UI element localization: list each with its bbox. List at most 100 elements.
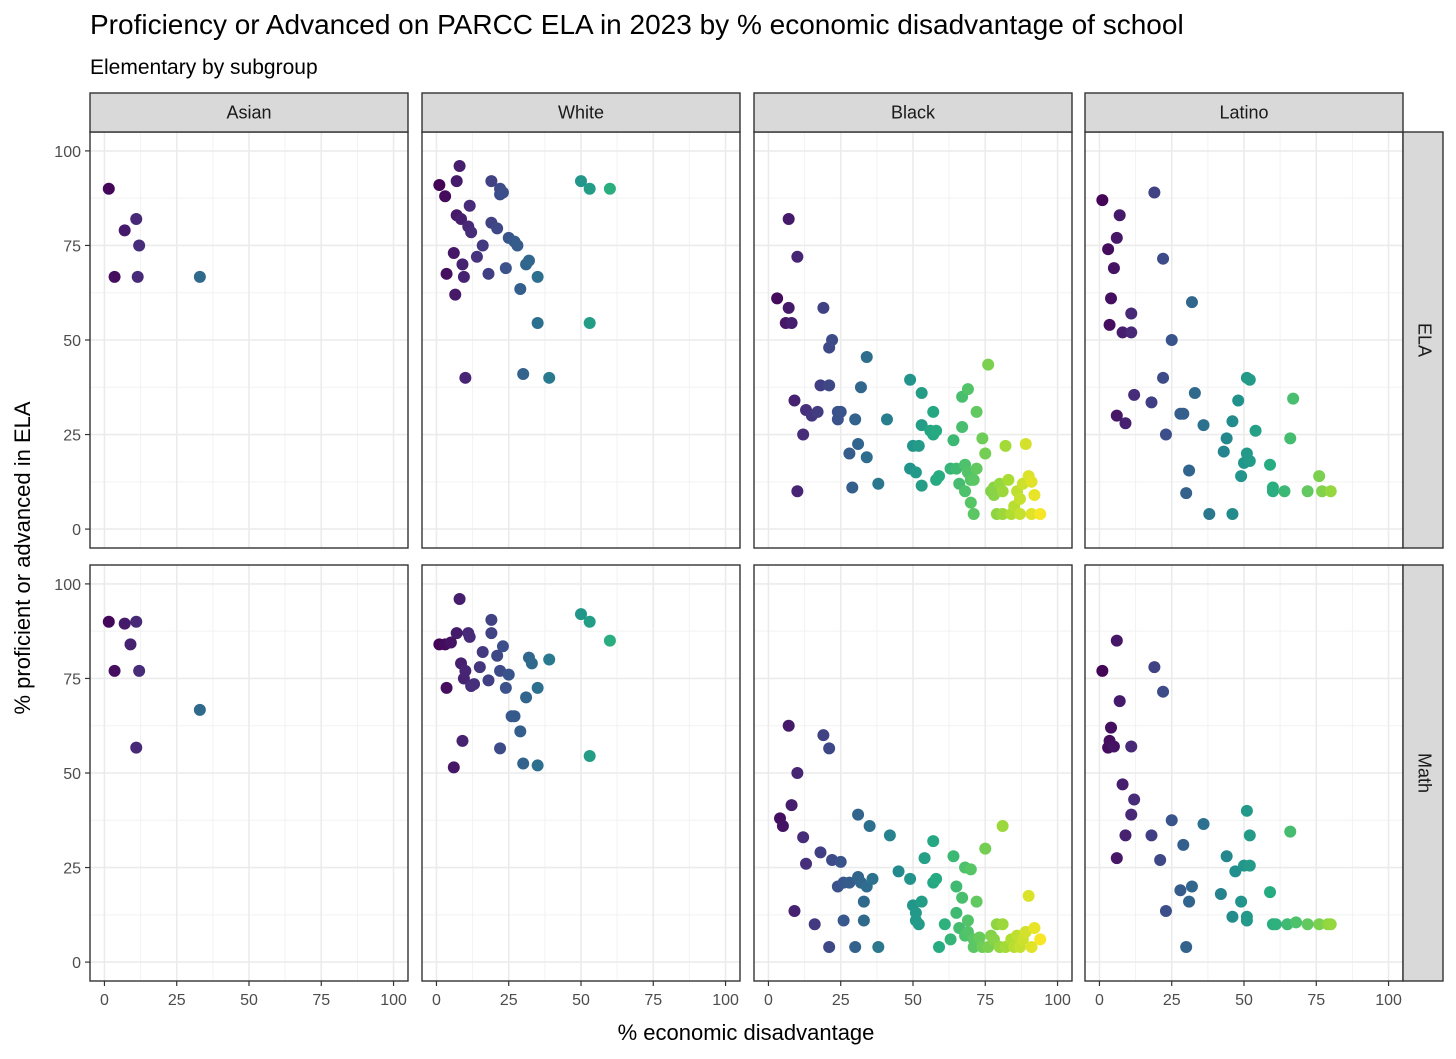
data-point [1249,424,1262,437]
data-point [130,212,143,225]
data-point [1284,432,1297,445]
data-point [525,657,538,670]
data-point [1243,455,1256,468]
y-tick-label: 25 [63,861,81,878]
data-point [459,664,472,677]
data-point [1232,394,1245,407]
data-point [1229,865,1242,878]
data-point [514,282,527,295]
data-point [1180,940,1193,953]
data-point [1025,507,1038,520]
data-point [440,267,453,280]
facet-strip-latino [1084,92,1404,133]
data-point [543,653,556,666]
data-point [1107,262,1120,275]
data-point [1148,661,1161,674]
data-point [797,831,810,844]
data-point [791,250,804,263]
data-point [1105,292,1118,305]
data-point [1243,859,1256,872]
data-point [961,914,974,927]
x-tick-label: 0 [100,992,109,1009]
data-point [1226,910,1239,923]
data-point [463,199,476,212]
data-point [1203,507,1216,520]
x-tick-label: 100 [1375,992,1402,1009]
data-point [1177,838,1190,851]
x-tick-label: 50 [240,992,258,1009]
data-point [1102,243,1115,256]
data-point [849,413,862,426]
data-point [883,829,896,842]
data-point [517,368,530,381]
y-tick-label: 0 [72,522,81,539]
x-tick-label: 75 [312,992,330,1009]
chart-subtitle: Elementary by subgroup [90,56,318,79]
data-point [1116,326,1129,339]
data-point [583,316,596,329]
data-point [944,933,957,946]
panel-math-asian: 0 25 50 75 100 0 25 50 75 100 [54,564,409,1009]
data-point [1197,818,1210,831]
data-point [996,819,1009,832]
x-tick-label: 0 [1095,992,1104,1009]
data-point [857,914,870,927]
data-point [485,613,498,626]
data-point [927,835,940,848]
data-point [904,373,917,386]
data-point [930,872,943,885]
data-point [817,729,830,742]
data-point [788,905,801,918]
data-point [1183,895,1196,908]
data-point [1154,853,1167,866]
data-point [463,630,476,643]
facet-strip-black [753,92,1073,133]
data-point [1125,326,1138,339]
data-point [133,239,146,252]
data-point [872,477,885,490]
data-point [520,691,533,704]
y-tick-label: 75 [63,238,81,255]
data-point [843,447,856,460]
data-point [1110,409,1123,422]
data-point [1157,685,1170,698]
data-point [108,664,121,677]
data-point [956,420,969,433]
data-point [849,940,862,953]
x-tick-label: 100 [712,992,739,1009]
x-tick-label: 75 [644,992,662,1009]
data-point [1022,889,1035,902]
y-tick-label: 75 [63,671,81,688]
data-point [482,674,495,687]
data-point [866,872,879,885]
data-point [433,178,446,191]
chart-title: Proficiency or Advanced on PARCC ELA in … [90,9,1184,40]
data-point [1301,485,1314,498]
x-tick-label: 75 [1307,992,1325,1009]
data-point [1165,334,1178,346]
data-point [1264,458,1277,471]
data-point [494,742,507,755]
data-point [782,212,795,225]
data-point [1096,194,1109,207]
data-point [457,270,470,283]
data-point [459,371,472,384]
data-point [1269,918,1282,931]
data-point [1145,396,1158,409]
data-point [1235,895,1248,908]
data-point [892,865,905,878]
x-tick-label: 50 [904,992,922,1009]
data-point [543,371,556,384]
data-point [964,863,977,876]
panel-ela-latino [1084,131,1404,549]
x-tick-label: 25 [832,992,850,1009]
data-point [440,681,453,694]
data-point [465,226,478,239]
data-point [970,462,983,475]
data-point [583,615,596,628]
panel-math-white: 0 25 50 75 100 [421,564,741,1009]
facet-strip-label: Black [891,103,936,123]
data-point [947,434,960,447]
data-point [482,267,495,280]
data-point [814,846,827,859]
